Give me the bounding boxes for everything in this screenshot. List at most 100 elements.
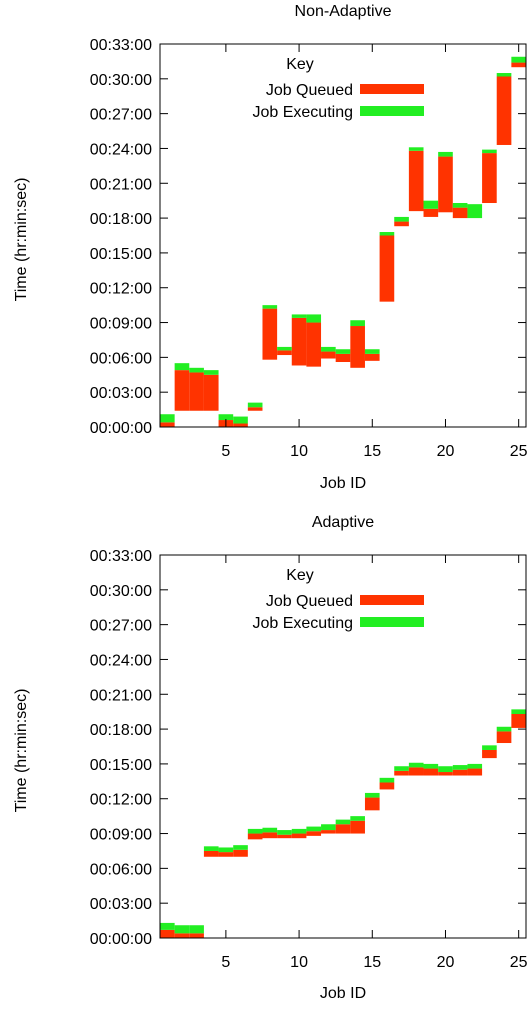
x-tick-label: 5 — [221, 443, 230, 460]
x-tick-label: 15 — [363, 443, 381, 460]
bar-queued-job-12 — [321, 351, 336, 359]
y-tick-label: 00:09:00 — [90, 827, 152, 844]
bar-queued-job-8 — [262, 308, 278, 360]
bar-executing-job-13 — [335, 349, 351, 354]
bar-executing-job-3 — [189, 925, 204, 934]
legend-label: Job Executing — [252, 615, 353, 632]
bar-executing-job-22 — [467, 763, 483, 769]
legend-swatch — [360, 595, 424, 605]
y-tick-label: 00:18:00 — [90, 211, 152, 228]
x-tick-label: 25 — [510, 443, 528, 460]
bar-executing-job-6 — [233, 416, 248, 424]
bar-executing-job-24 — [496, 726, 512, 732]
bar-queued-job-11 — [306, 322, 322, 367]
y-axis: 00:00:00 00:03:00 00:06:00 00:09:00 00:12:00… — [90, 37, 526, 437]
x-axis-label: Job ID — [320, 475, 366, 492]
legend-title: Key — [286, 567, 314, 584]
bar-executing-job-16 — [379, 232, 395, 236]
bar-queued-job-21 — [452, 207, 468, 219]
bar-executing-job-12 — [321, 346, 336, 352]
bar-queued-job-13 — [335, 353, 351, 363]
bar-executing-job-18 — [408, 762, 424, 768]
plot-frame — [159, 43, 527, 428]
bar-executing-job-15 — [364, 792, 380, 798]
bar-queued-job-15 — [364, 353, 380, 361]
y-tick-label: 00:12:00 — [90, 281, 152, 298]
bar-queued-job-25 — [511, 62, 526, 68]
bar-queued-job-25 — [511, 714, 526, 728]
legend-label: Job Queued — [266, 593, 353, 610]
x-axis: 5 10 15 20 25 — [221, 555, 528, 971]
bar-executing-job-18 — [408, 147, 424, 151]
bar-executing-job-1 — [160, 414, 175, 423]
bar-executing-job-20 — [438, 151, 453, 157]
bar-executing-job-12 — [321, 824, 336, 831]
legend-swatch — [360, 84, 424, 94]
chart-title: Non-Adaptive — [295, 3, 392, 20]
x-tick-label: 20 — [437, 954, 455, 971]
chart-non-adaptive: Non-Adaptive00:00:0000:03:0000:06:0000:0… — [13, 3, 528, 492]
chart-adaptive: Adaptive 00:00:00 00:03:00 00:06:00 00:09:00… — [13, 514, 528, 1002]
bar-executing-job-7 — [247, 828, 263, 834]
bar-executing-job-19 — [423, 763, 439, 769]
legend-label: Job Executing — [252, 104, 353, 121]
y-tick-label: 00:09:00 — [90, 316, 152, 333]
bar-queued-job-7 — [247, 407, 263, 411]
y-tick-label: 00:24:00 — [90, 141, 152, 158]
legend-swatch — [360, 106, 424, 116]
y-tick-label: 00:06:00 — [90, 861, 152, 878]
legend-title: Key — [286, 56, 314, 73]
bar-queued-job-16 — [379, 782, 395, 790]
y-tick-label: 00:00:00 — [90, 420, 152, 437]
bar-executing-job-14 — [350, 816, 365, 821]
x-tick-label: 10 — [290, 954, 308, 971]
y-tick-label: 00:21:00 — [90, 687, 152, 704]
bar-executing-job-11 — [306, 314, 322, 323]
bar-queued-job-2 — [174, 370, 190, 411]
bar-executing-job-25 — [511, 709, 526, 715]
bar-executing-job-25 — [511, 56, 526, 63]
bar-executing-job-6 — [233, 845, 248, 850]
y-tick-label: 00:00:00 — [90, 931, 152, 948]
y-tick-label: 00:03:00 — [90, 385, 152, 402]
bar-executing-job-4 — [203, 846, 219, 851]
bar-queued-job-1 — [160, 929, 175, 938]
x-axis: 5 10 15 20 25 — [221, 44, 528, 460]
bar-queued-job-14 — [350, 820, 365, 834]
x-tick-label: 10 — [290, 443, 308, 460]
x-tick-label: 15 — [363, 954, 381, 971]
bar-executing-job-21 — [452, 765, 468, 770]
legend: Key Job Queued Job Executing — [252, 56, 424, 121]
bar-queued-job-10 — [291, 833, 307, 839]
chart-title: Adaptive — [312, 514, 374, 531]
bar-queued-job-3 — [189, 372, 204, 411]
bar-queued-job-18 — [408, 150, 424, 212]
y-tick-label: 00:30:00 — [90, 583, 152, 600]
y-tick-label: 00:18:00 — [90, 722, 152, 739]
y-tick-label: 00:27:00 — [90, 107, 152, 124]
bar-queued-job-4 — [203, 374, 219, 411]
bar-queued-job-13 — [335, 824, 351, 834]
bar-executing-job-17 — [394, 766, 409, 771]
bar-queued-job-9 — [277, 350, 292, 356]
bar-queued-job-1 — [160, 422, 175, 427]
legend-label: Job Queued — [266, 82, 353, 99]
bars-group — [160, 709, 526, 938]
bar-executing-job-8 — [262, 305, 278, 309]
y-tick-label: 00:30:00 — [90, 72, 152, 89]
plot-frame — [159, 554, 527, 939]
bar-executing-job-2 — [174, 925, 190, 934]
bar-queued-job-16 — [379, 235, 395, 302]
bar-queued-job-14 — [350, 326, 365, 368]
bar-executing-job-8 — [262, 827, 278, 833]
x-axis-label: Job ID — [320, 985, 366, 1002]
y-axis-label: Time (hr:min:sec) — [13, 178, 30, 302]
bar-executing-job-7 — [247, 402, 263, 408]
y-axis-label: Time (hr:min:sec) — [13, 689, 30, 813]
bars-group — [160, 56, 526, 427]
bar-executing-job-13 — [335, 819, 351, 825]
bar-queued-job-20 — [438, 772, 453, 776]
y-tick-label: 00:03:00 — [90, 896, 152, 913]
bar-executing-job-9 — [277, 830, 292, 835]
bar-executing-job-20 — [438, 766, 453, 773]
